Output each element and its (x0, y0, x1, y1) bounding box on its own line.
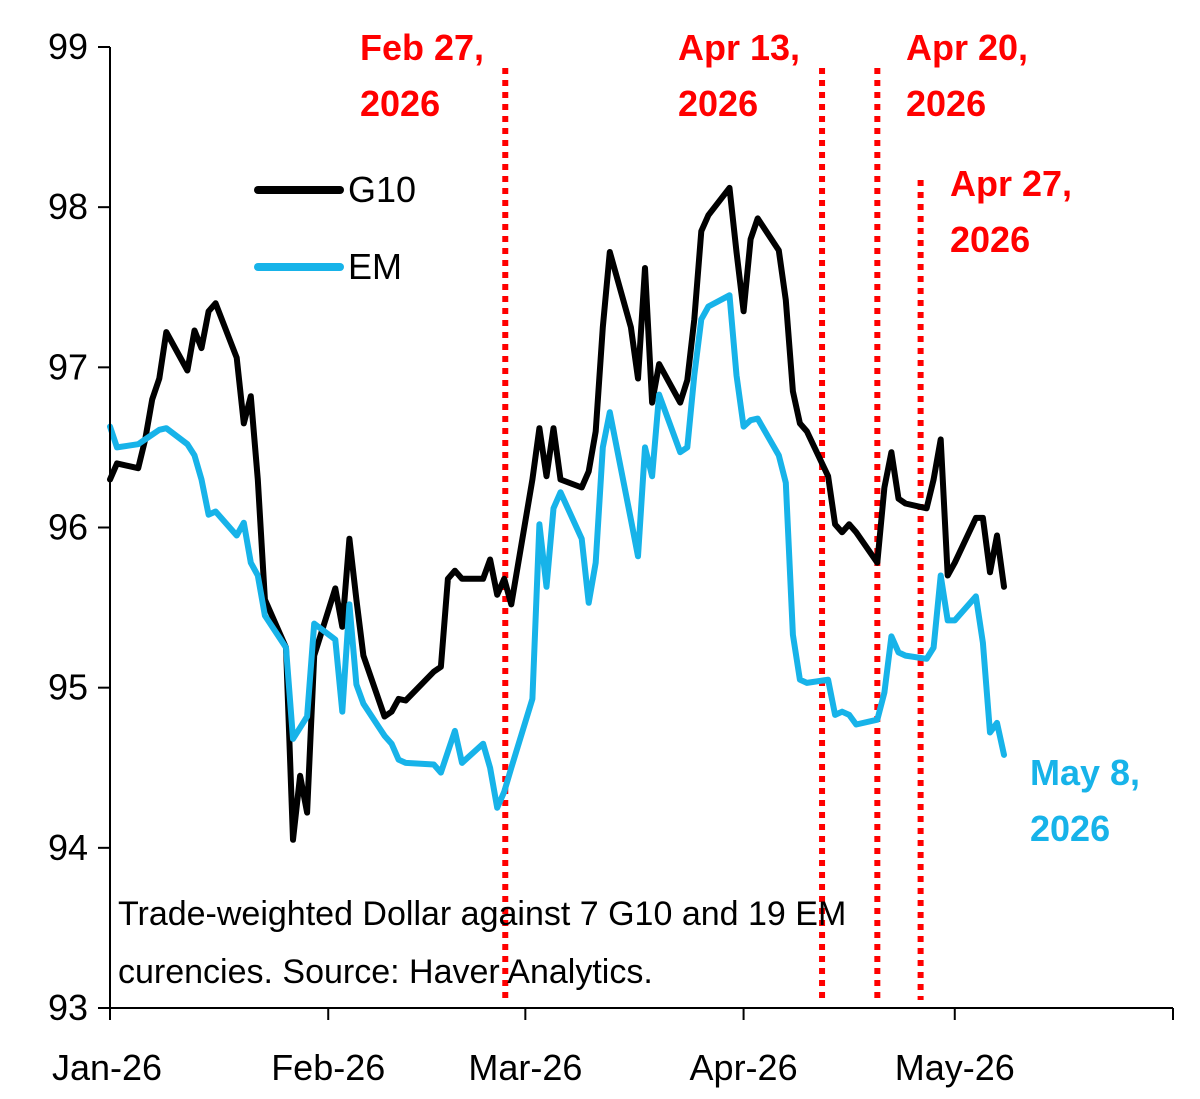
annotations: Feb 27, 2026 Apr 13, 2026 Apr 20, 2026 Apr 27,… (360, 27, 1140, 849)
event-label: Apr 27, (950, 163, 1072, 204)
x-tick-label: Feb-26 (271, 1047, 385, 1088)
event-label: 2026 (950, 219, 1030, 260)
end-label: May 8, (1030, 752, 1140, 793)
end-label: 2026 (1030, 808, 1110, 849)
event-lines (502, 68, 924, 1000)
event-label: 2026 (906, 83, 986, 124)
series-lines (107, 184, 1007, 843)
source-note-line-1: Trade-weighted Dollar against 7 G10 and … (118, 895, 846, 933)
series-line-em (107, 292, 1007, 811)
x-tick-label: Jan-26 (52, 1047, 162, 1088)
x-ticks: Jan-26 Feb-26 Mar-26 Apr-26 May-26 (52, 1008, 1174, 1088)
event-label: Apr 13, (678, 27, 800, 68)
event-label: Apr 20, (906, 27, 1028, 68)
event-label: 2026 (678, 83, 758, 124)
legend-label: EM (348, 246, 402, 287)
y-tick-label: 98 (48, 186, 88, 227)
y-tick-label: 99 (48, 26, 88, 67)
x-tick-label: Mar-26 (468, 1047, 582, 1088)
series-line-g10 (107, 184, 1007, 843)
event-label: 2026 (360, 83, 440, 124)
y-ticks: 93 94 95 96 97 98 99 (48, 26, 110, 1028)
legend-label: G10 (348, 169, 416, 210)
event-label: Feb 27, (360, 27, 484, 68)
source-note-line-2: curencies. Source: Haver Analytics. (118, 953, 653, 991)
x-tick-label: Apr-26 (690, 1047, 798, 1088)
y-tick-label: 95 (48, 667, 88, 708)
y-tick-label: 96 (48, 507, 88, 548)
y-tick-label: 94 (48, 827, 88, 868)
y-tick-label: 93 (48, 987, 88, 1028)
x-tick-label: May-26 (895, 1047, 1015, 1088)
y-tick-label: 97 (48, 346, 88, 387)
source-note: Trade-weighted Dollar against 7 G10 and … (118, 895, 846, 991)
legend: G10 EM (254, 169, 416, 287)
